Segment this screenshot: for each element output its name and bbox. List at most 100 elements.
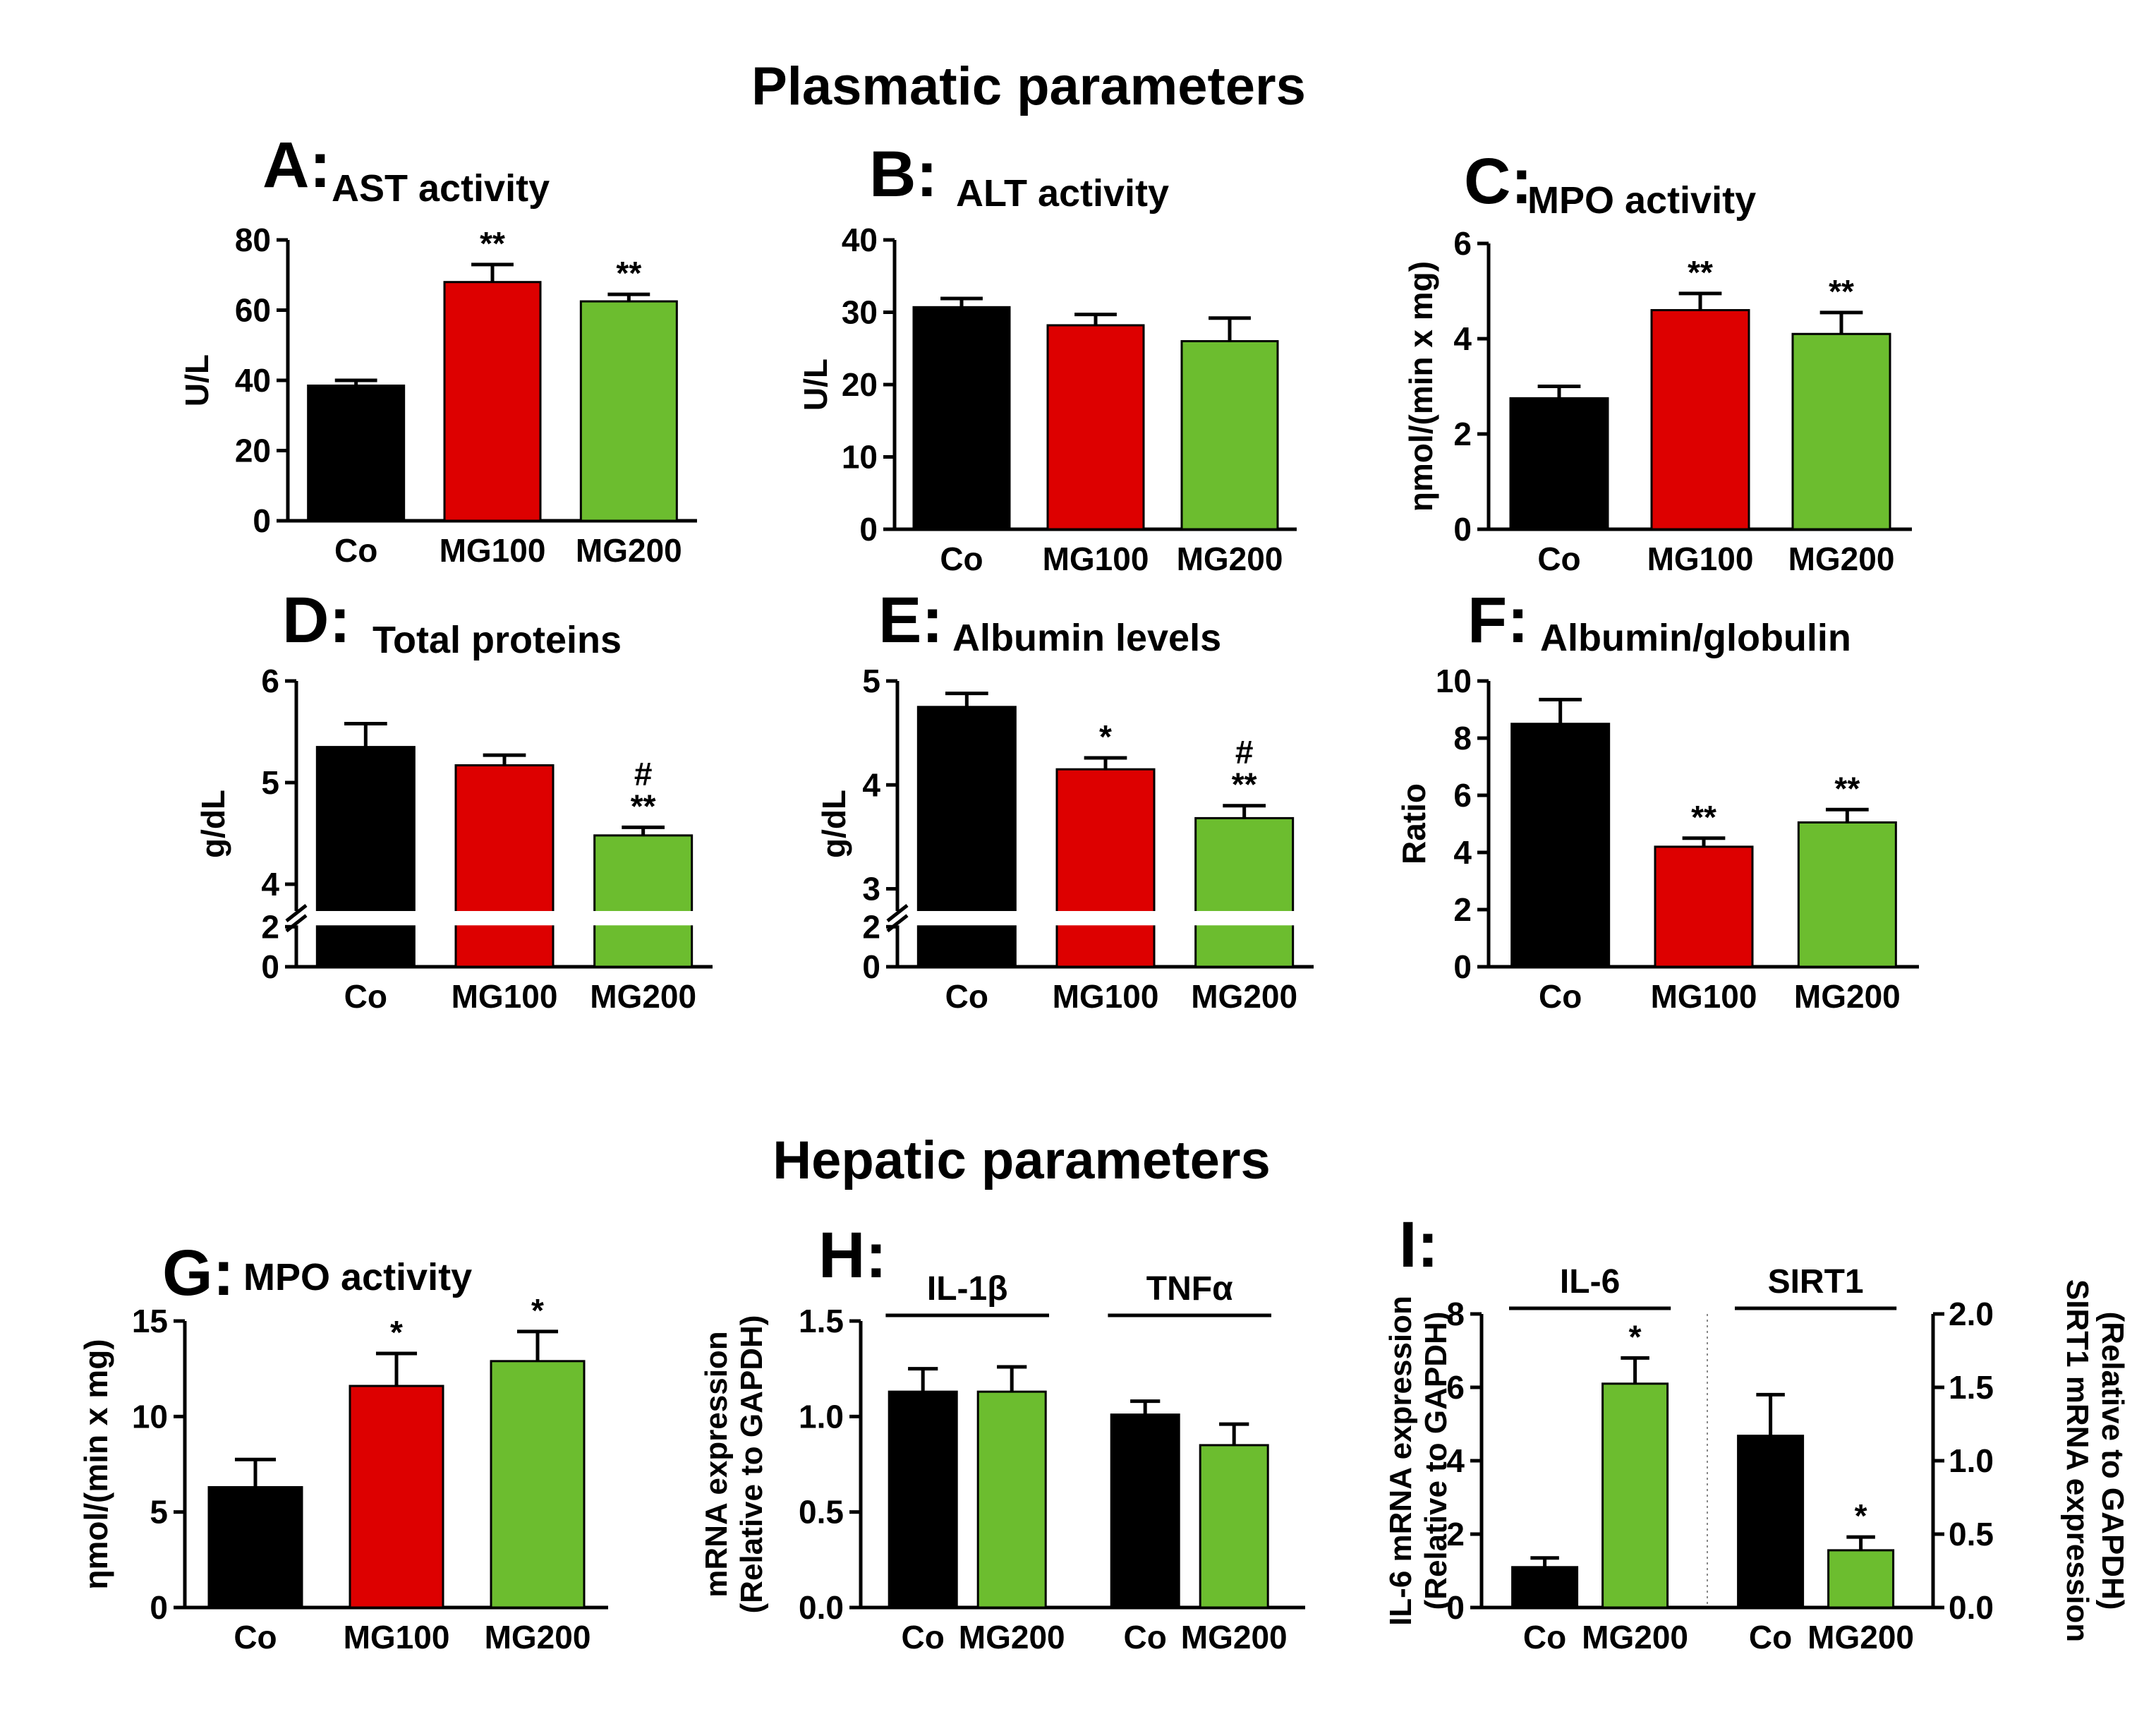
y2-tick-label-I: 1.0: [1949, 1442, 1994, 1479]
y-tick-label-A: 20: [235, 433, 271, 469]
bar-A-MG200: [579, 300, 678, 522]
y-axis-label-F: Ratio: [1395, 783, 1432, 864]
significance-mark-F: **: [1691, 799, 1716, 836]
panel-letter-D: D:: [282, 584, 351, 656]
category-label-C: MG200: [1788, 541, 1895, 577]
bar-E-Co: [916, 706, 1017, 968]
y-tick-label-A: 40: [235, 362, 271, 399]
y-tick-label-D: 4: [261, 866, 279, 903]
bar-I-IL-6-MG200: [1601, 1382, 1669, 1609]
panel-letter-H: H:: [818, 1219, 887, 1291]
bar-H-TNFα-MG200: [1199, 1444, 1269, 1609]
y-tick-label-B: 20: [842, 366, 878, 403]
y-tick-label-E: 0: [862, 948, 880, 985]
panel-title-D: Total proteins: [373, 619, 622, 661]
category-label-H: MG200: [1181, 1619, 1288, 1655]
y-tick-label-I: 0: [1446, 1589, 1465, 1626]
bar-E-MG200: [1194, 816, 1295, 968]
chart-C: C:MPO activity 0 2 4 6 ηmol/(min x mg) Co ** MG1…: [1403, 145, 1912, 577]
chart-A: A: AST activity 0 20 40 60 80 U/L Co ** MG100 ** MG2…: [178, 129, 697, 569]
category-label-D: Co: [344, 978, 387, 1015]
y-tick-label-B: 10: [842, 439, 878, 476]
category-label-D: MG200: [590, 978, 696, 1015]
category-label-F: MG200: [1794, 978, 1901, 1015]
y-axis-label-B: U/L: [797, 358, 834, 411]
bar-D-MG200: [593, 834, 694, 968]
significance-mark-hash-D: #: [634, 755, 653, 792]
bar-B-MG200: [1180, 340, 1279, 531]
bar-I-SIRT1-Co: [1737, 1435, 1805, 1609]
y-tick-label-G: 0: [150, 1589, 168, 1626]
panel-title-F: Albumin/globulin: [1540, 617, 1851, 659]
axis-break-mark-E: [886, 914, 909, 933]
significance-mark-F: **: [1834, 770, 1860, 807]
bar-G-MG200: [490, 1360, 586, 1609]
bar-C-MG200: [1791, 332, 1891, 531]
significance-mark-C: **: [1829, 273, 1854, 310]
bar-H-IL-1β-Co: [888, 1390, 958, 1609]
y2-tick-label-I: 0.0: [1949, 1589, 1994, 1626]
significance-mark-G: *: [390, 1314, 403, 1351]
y-tick-label-G: 10: [132, 1398, 168, 1435]
bar-I-IL-6-Co: [1511, 1566, 1579, 1609]
y-tick-label-D: 5: [261, 764, 279, 801]
y-axis-label-H: (Relative to GAPDH): [734, 1315, 769, 1614]
y-axis-label-D: g/dL: [195, 790, 231, 858]
section-title-plasmatic: Plasmatic parameters: [751, 56, 1306, 116]
panel-title-A: AST activity: [332, 167, 550, 210]
y-tick-label-I: 2: [1446, 1516, 1465, 1552]
panel-title-G: MPO activity: [243, 1256, 472, 1298]
y-tick-label-B: 30: [842, 294, 878, 331]
y-tick-label-F: 4: [1453, 834, 1472, 871]
significance-mark-G: *: [531, 1292, 544, 1329]
bar-C-Co: [1509, 397, 1609, 531]
y-tick-label-I: 6: [1446, 1369, 1465, 1406]
category-label-C: Co: [1537, 541, 1580, 577]
y-axis-label-I: (Relative to GAPDH): [1419, 1312, 1453, 1610]
significance-mark-D: **: [631, 788, 656, 824]
y-tick-label-A: 60: [235, 292, 271, 329]
category-label-F: MG100: [1651, 978, 1757, 1015]
bar-H-TNFα-Co: [1110, 1413, 1180, 1609]
y-tick-label-G: 5: [150, 1494, 168, 1531]
panel-title-C: MPO activity: [1527, 179, 1756, 222]
chart-B: B: ALT activity 0 10 20 30 40 U/L Co MG100 MG200: [797, 138, 1297, 577]
y-tick-label-H: 0.0: [799, 1589, 844, 1626]
bar-A-Co: [307, 384, 406, 522]
y-tick-label-I: 8: [1446, 1296, 1465, 1332]
axis-break-mark-D: [285, 914, 308, 933]
group-label-H: TNFα: [1146, 1270, 1233, 1308]
y-tick-label-G: 15: [132, 1303, 168, 1339]
category-label-B: Co: [940, 541, 983, 577]
category-label-E: Co: [945, 978, 988, 1015]
axis-break-mark-E: [886, 904, 909, 922]
category-label-G: MG100: [344, 1619, 450, 1655]
y-tick-label-D: 6: [261, 663, 279, 699]
chart-H: H: 0.0 0.5 1.0 1.5 mRNA expression (Relative t…: [699, 1219, 1305, 1655]
category-label-I: Co: [1523, 1619, 1566, 1655]
y-tick-label-E: 3: [862, 871, 880, 907]
y2-tick-label-I: 2.0: [1949, 1296, 1994, 1332]
category-label-A: MG200: [576, 532, 682, 569]
y-tick-label-H: 1.0: [799, 1398, 844, 1435]
y-tick-label-F: 6: [1453, 777, 1472, 814]
chart-F: F: Albumin/globulin 0 2 4 6 8 10 Ratio Co ** MG100 *…: [1395, 584, 1919, 1015]
y-axis-label-C: ηmol/(min x mg): [1403, 261, 1439, 512]
chart-E: E: Albumin levels 023 4 5 g/dL Co * MG100 **# MG20…: [816, 584, 1316, 1015]
group-label-H: IL-1β: [927, 1270, 1008, 1308]
y-tick-label-A: 80: [235, 222, 271, 258]
panel-letter-G: G:: [162, 1237, 234, 1309]
bar-G-Co: [207, 1485, 303, 1609]
category-label-B: MG100: [1043, 541, 1149, 577]
y-tick-label-D: 2: [261, 908, 279, 945]
axis-break-band-D: [293, 911, 715, 926]
bar-A-MG100: [443, 281, 542, 522]
group-label-I: IL-6: [1560, 1263, 1620, 1301]
category-label-G: MG200: [485, 1619, 591, 1655]
y-tick-label-E: 5: [862, 663, 880, 699]
panel-title-B: ALT activity: [956, 172, 1169, 215]
panel-letter-F: F:: [1467, 584, 1529, 656]
category-label-A: Co: [334, 532, 377, 569]
